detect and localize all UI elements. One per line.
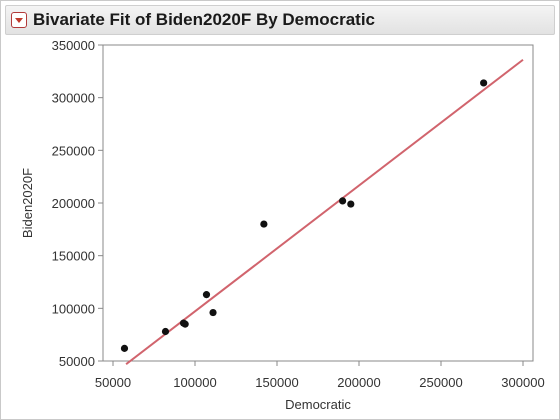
data-point bbox=[181, 320, 189, 328]
data-point bbox=[480, 79, 488, 87]
data-point bbox=[339, 197, 347, 205]
x-tick-label: 50000 bbox=[95, 375, 131, 390]
data-point bbox=[120, 344, 129, 352]
y-axis-title: Biden2020F bbox=[20, 168, 35, 238]
x-tick-label: 100000 bbox=[173, 375, 216, 390]
y-tick-label: 150000 bbox=[52, 249, 95, 264]
disclosure-triangle-icon[interactable] bbox=[11, 12, 27, 28]
plot-area bbox=[120, 58, 524, 365]
y-axis: 50000 100000 150000 200000 250000 300000 35000… bbox=[52, 38, 103, 369]
data-point bbox=[209, 308, 217, 317]
x-tick-label: 200000 bbox=[337, 375, 380, 390]
report-title: Bivariate Fit of Biden2020F By Democrati… bbox=[33, 10, 376, 29]
x-tick-label: 150000 bbox=[255, 375, 298, 390]
x-tick-label: 250000 bbox=[419, 375, 462, 390]
data-point bbox=[260, 220, 268, 228]
x-tick-label: 300000 bbox=[501, 375, 544, 390]
fit-line bbox=[125, 58, 524, 365]
report-header: Bivariate Fit of Biden2020F By Democrati… bbox=[5, 5, 555, 35]
data-point bbox=[202, 291, 211, 299]
data-point bbox=[161, 327, 170, 336]
triangle-down-icon bbox=[15, 18, 23, 23]
y-tick-label: 300000 bbox=[52, 91, 95, 106]
y-tick-label: 200000 bbox=[52, 196, 95, 211]
y-tick-label: 100000 bbox=[52, 301, 95, 316]
x-axis: 50000 100000 150000 200000 250000 300000 bbox=[95, 361, 545, 390]
y-tick-label: 250000 bbox=[52, 143, 95, 158]
x-axis-title: Democratic bbox=[285, 397, 351, 412]
y-tick-label: 350000 bbox=[52, 38, 95, 53]
plot-frame bbox=[102, 44, 534, 362]
data-point bbox=[347, 200, 355, 208]
y-tick-label: 50000 bbox=[59, 354, 95, 369]
